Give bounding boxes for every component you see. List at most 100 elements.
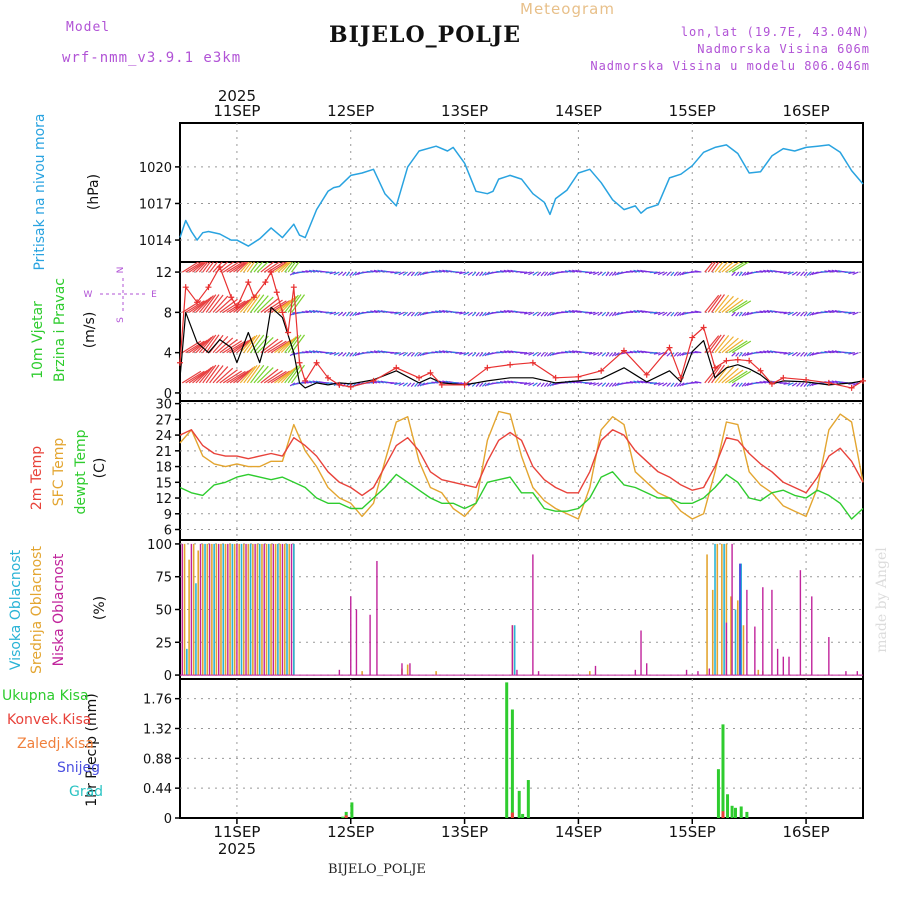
lonlat-label: lon,lat (19.7E, 43.04N) xyxy=(680,25,870,39)
wind-barb xyxy=(222,370,243,384)
temp-axis-name3: dewpt Temp xyxy=(73,429,89,514)
wind-barb xyxy=(679,311,685,317)
wind-barb xyxy=(431,351,439,354)
wind-gust-marker xyxy=(182,284,189,291)
ytick-label-cloud: 100 xyxy=(147,538,172,553)
wind-barb xyxy=(673,382,678,387)
wind-gust-marker xyxy=(746,357,753,364)
wind-gust-marker xyxy=(296,359,303,366)
wind-barb xyxy=(738,382,743,387)
ytick-label-temperature: 6 xyxy=(164,524,172,539)
wind-barb xyxy=(852,382,859,386)
wind-gust-marker xyxy=(734,356,741,363)
wind-barb xyxy=(250,294,265,313)
wind-barb xyxy=(463,352,470,356)
wind-speed-line xyxy=(179,306,864,389)
wind-barb xyxy=(809,271,815,276)
wind-barb xyxy=(800,271,805,277)
wind-barb xyxy=(611,271,617,277)
wind-barb xyxy=(192,262,206,273)
wind-barb xyxy=(662,311,668,316)
wind-barb xyxy=(524,352,531,355)
wind-barb xyxy=(528,382,535,386)
wind-barb xyxy=(809,352,815,357)
wind-barb xyxy=(455,311,463,314)
wind-barb xyxy=(188,339,208,354)
wind-barb xyxy=(467,311,473,317)
wind-barb xyxy=(763,350,770,354)
wind-barb xyxy=(253,365,269,384)
wind-barb xyxy=(212,295,229,313)
wind-barb xyxy=(524,271,531,275)
wind-barb xyxy=(679,271,685,276)
wind-barb xyxy=(588,382,596,386)
wind-barb xyxy=(711,364,725,384)
year-label-bottom: 2025 xyxy=(218,840,256,858)
wind-barb xyxy=(312,309,320,313)
wind-barb xyxy=(824,310,832,313)
wind-barb xyxy=(484,352,490,357)
wind-barb xyxy=(783,382,791,385)
wind-barb xyxy=(246,364,261,384)
wind-barb xyxy=(532,271,538,276)
wind-barb xyxy=(724,339,744,354)
wind-barb xyxy=(546,311,552,317)
ytick-label-temperature: 30 xyxy=(155,398,172,413)
wind-barb xyxy=(803,352,808,357)
wind-barb xyxy=(410,311,415,317)
wind-barb xyxy=(325,382,333,385)
wind-barb xyxy=(670,382,675,387)
wind-barb xyxy=(219,298,238,313)
wind-barb xyxy=(549,352,555,357)
wind-barb xyxy=(608,352,614,357)
wind-barb xyxy=(831,350,839,354)
wind-barb xyxy=(209,294,224,313)
wind-barb xyxy=(239,335,256,354)
wind-barb xyxy=(520,382,528,385)
wind-barb xyxy=(741,311,747,317)
wind-barb xyxy=(766,309,774,313)
wind-barb xyxy=(704,365,720,384)
wind-barb xyxy=(370,270,378,273)
wind-barb xyxy=(205,294,220,313)
wind-gust-marker xyxy=(313,359,320,366)
wind-barb xyxy=(633,269,641,273)
time-label-bottom: 16SEP xyxy=(783,823,830,841)
wind-barb xyxy=(329,311,337,315)
wind-barb xyxy=(711,262,720,273)
panel-frame-precip xyxy=(179,678,864,819)
wind-barb xyxy=(848,382,856,385)
wind-gust-marker xyxy=(552,374,559,381)
wind-barb xyxy=(611,382,617,387)
wind-barb xyxy=(759,310,767,313)
wind-gust-marker xyxy=(825,379,832,386)
wind-barb xyxy=(243,334,258,354)
wind-gust-marker xyxy=(780,374,787,381)
wind-barb xyxy=(735,311,740,317)
wind-barb xyxy=(507,309,514,313)
wind-barb xyxy=(202,294,217,313)
wind-barb xyxy=(824,270,832,273)
wind-barb xyxy=(345,352,351,357)
wind-gust-marker xyxy=(347,383,354,390)
wind-barb xyxy=(205,334,220,354)
compass-east: E xyxy=(151,290,157,300)
wind-barb xyxy=(354,271,361,276)
wind-gust-marker xyxy=(860,377,866,384)
wind-barb xyxy=(216,297,234,313)
wind-barb xyxy=(796,311,801,317)
wind-barb xyxy=(287,334,302,354)
wind-barb xyxy=(419,311,426,316)
wind-barb xyxy=(633,350,641,354)
wind-barb xyxy=(796,352,801,357)
wind-barb xyxy=(398,352,405,356)
wind-gust-marker xyxy=(848,384,855,391)
wind-barb xyxy=(195,366,212,384)
ytick-label-temperature: 21 xyxy=(155,445,172,460)
wind-barb xyxy=(735,382,740,387)
temp-axis-name2: SFC Temp xyxy=(51,438,67,507)
wind-barb xyxy=(280,366,297,384)
cloud-axis-unit: (%) xyxy=(92,596,108,620)
wind-barb xyxy=(333,271,340,276)
wind-barb xyxy=(366,270,374,273)
